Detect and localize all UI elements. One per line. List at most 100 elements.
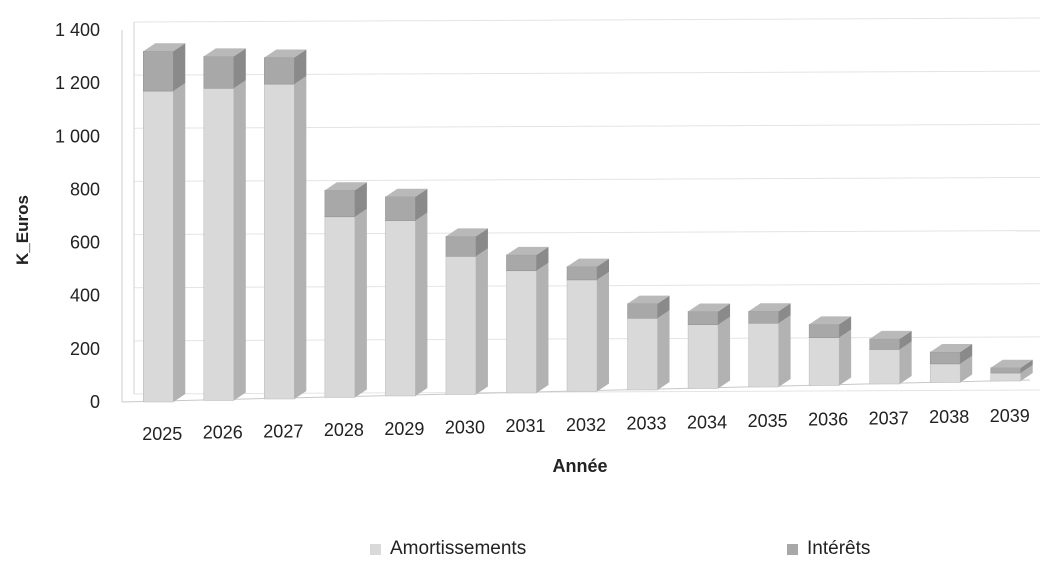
bar-front-face [990, 367, 1021, 374]
grid-line [133, 17, 1041, 23]
bar-intrts-2031 [506, 246, 549, 272]
bar-front-face [445, 236, 477, 257]
bar-top-face [627, 295, 670, 304]
bar-side-face [536, 262, 549, 393]
bar-top-face [445, 228, 488, 237]
bar-top-face [567, 258, 609, 267]
bar-front-face [869, 349, 900, 385]
legend-label-interets: Intérêts [807, 538, 871, 559]
bar-side-face [173, 43, 186, 92]
bar-side-face [354, 182, 367, 217]
x-tick-label: 2034 [687, 412, 727, 432]
bar-side-face [475, 228, 488, 257]
bar-side-face [778, 303, 791, 324]
x-tick-labels: 2025 2026 2027 2028 2029 2030 2031 2032 2033 2034… [142, 406, 1030, 444]
bar-amortissements-2037 [869, 341, 912, 385]
bar-amortissements-2034 [687, 316, 731, 389]
bar-top-face [324, 182, 367, 191]
bar-side-face [960, 355, 973, 383]
bar-front-face [748, 322, 779, 388]
bar-top-face [385, 188, 428, 197]
bar-top-face [688, 303, 731, 312]
bar-side-face [415, 188, 428, 221]
bar-front-face [324, 189, 356, 218]
bar-amortissements-2029 [385, 212, 428, 397]
bar-front-face [566, 279, 598, 392]
bar-side-face [536, 246, 549, 271]
x-tick-label: 2025 [142, 424, 182, 444]
bar-side-face [899, 330, 912, 350]
bar-side-face [1020, 359, 1033, 374]
bar-intrts-2036 [808, 316, 852, 338]
legend-swatch-interets [787, 543, 798, 555]
bar-front-face [264, 83, 295, 400]
bar-side-face [839, 316, 852, 338]
bar-front-face [748, 311, 779, 324]
x-tick-label: 2027 [263, 421, 303, 441]
bar-top-face [264, 49, 307, 58]
bar-intrts-2025 [143, 43, 186, 92]
bar-intrts-2029 [385, 188, 428, 221]
bar-amortissements-2038 [929, 355, 973, 383]
y-axis-label: K_Euros [13, 195, 32, 265]
y-tick-label: 1 000 [55, 126, 100, 146]
bar-front-face [627, 303, 658, 319]
bar-amortissements-2033 [627, 310, 670, 391]
bar-side-face [718, 303, 731, 325]
bar-front-face [506, 254, 537, 272]
bar-front-face [324, 216, 356, 398]
y-tick-label: 600 [70, 233, 100, 253]
bar-amortissements-2036 [808, 329, 852, 386]
bar-side-face [233, 80, 246, 401]
bar-front-face [203, 56, 235, 89]
bar-intrts-2026 [203, 48, 246, 89]
bar-amortissements-2035 [748, 315, 791, 388]
legend-item-amortissements: Amortissements [370, 538, 526, 560]
bar-front-face [929, 351, 961, 365]
bar-side-face [294, 76, 307, 399]
bar-side-face [597, 271, 609, 392]
x-tick-label: 2036 [808, 410, 848, 430]
x-tick-label: 2039 [990, 406, 1030, 426]
bar-intrts-2038 [929, 343, 973, 365]
bar-intrts-2033 [627, 295, 670, 319]
bar-side-face [597, 258, 609, 280]
bar-side-face [839, 329, 852, 386]
y-tick-label: 200 [70, 339, 100, 359]
x-tick-label: 2030 [445, 418, 485, 438]
bar-intrts-2037 [869, 330, 912, 350]
bar-intrts-2032 [566, 258, 609, 281]
bar-front-face [506, 270, 537, 394]
bar-top-face [203, 48, 246, 57]
bar-amortissements-2025 [143, 83, 186, 403]
y-tick-labels: 0 200 400 600 800 1 000 1 200 1 400 [55, 20, 100, 412]
bar-side-face [354, 208, 367, 398]
bar-front-face [264, 57, 295, 85]
bar-front-face [385, 196, 416, 221]
bar-front-face [566, 266, 598, 281]
bars [143, 43, 1033, 403]
bar-side-face [657, 295, 670, 319]
x-axis-label: Année [552, 456, 607, 476]
bar-top-face [869, 330, 912, 339]
bar-front-face [808, 337, 840, 386]
x-tick-label: 2033 [627, 414, 667, 434]
bar-intrts-2030 [445, 228, 488, 257]
y-tick-label: 400 [70, 286, 100, 306]
legend-swatch-amortissements [370, 543, 381, 555]
bar-side-face [899, 341, 912, 384]
x-tick-label: 2031 [505, 416, 545, 436]
bar-front-face [929, 363, 961, 383]
bar-side-face [1020, 365, 1033, 381]
y-tick-label: 1 200 [55, 73, 100, 93]
bar-top-face [506, 246, 549, 255]
bar-front-face [203, 88, 235, 401]
x-tick-label: 2035 [748, 411, 788, 431]
bar-front-face [143, 90, 174, 403]
bar-front-face [808, 324, 840, 338]
bar-front-face [627, 318, 658, 391]
x-tick-label: 2038 [929, 407, 969, 427]
legend-label-amortissements: Amortissements [390, 538, 527, 559]
bar-intrts-2039 [990, 359, 1033, 374]
